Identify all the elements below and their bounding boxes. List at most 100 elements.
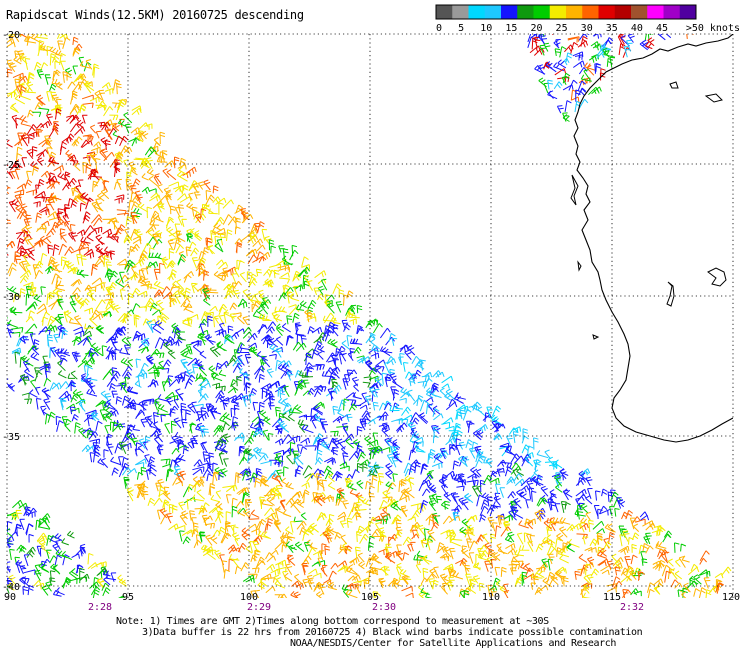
wind-barb: [556, 532, 564, 542]
wind-barb: [588, 55, 597, 63]
wind-barb: [564, 100, 572, 112]
wind-barb: [484, 542, 492, 552]
wind-barb: [174, 185, 185, 193]
wind-barb: [455, 404, 467, 412]
wind-barb: [69, 406, 76, 415]
wind-barb: [537, 64, 545, 75]
wind-barb: [212, 185, 219, 194]
wind-barb: [458, 455, 468, 467]
wind-barb: [218, 306, 227, 315]
wind-barb: [452, 493, 460, 505]
wind-barb: [326, 524, 338, 534]
wind-barb: [127, 359, 133, 368]
wind-barb: [36, 532, 47, 542]
wind-barb: [313, 403, 325, 410]
wind-barb: [183, 303, 193, 311]
wind-barb: [281, 532, 292, 539]
wind-barb: [22, 376, 29, 386]
wind-barb: [87, 429, 93, 439]
wind-barb: [358, 356, 371, 364]
wind-barb: [382, 506, 391, 517]
wind-barb: [335, 498, 343, 506]
wind-barb: [415, 563, 422, 573]
wind-barb: [145, 354, 154, 365]
wind-barb: [242, 470, 251, 481]
wind-barb: [348, 312, 360, 319]
wind-barb: [168, 523, 179, 531]
wind-barb: [202, 466, 213, 478]
wind-barb: [182, 536, 191, 545]
wind-barb: [126, 424, 135, 435]
wind-barb: [239, 445, 245, 454]
wind-barb: [43, 361, 51, 371]
wind-barb: [372, 447, 383, 454]
legend-swatch: [566, 5, 583, 19]
wind-barb: [51, 78, 62, 85]
wind-barb: [511, 501, 517, 514]
wind-barb: [49, 346, 56, 357]
wind-barb: [236, 487, 247, 495]
wind-barb: [284, 369, 293, 377]
wind-barb: [375, 445, 383, 453]
wind-barb: [95, 198, 101, 210]
legend-frame: [435, 4, 697, 20]
wind-barb: [72, 65, 78, 75]
wind-barb: [274, 579, 286, 589]
map-plot-area: [7, 34, 733, 598]
wind-barb: [367, 318, 378, 326]
wind-barb: [57, 360, 66, 372]
wind-barb: [487, 496, 493, 507]
wind-barb: [64, 309, 74, 321]
wind-barb: [259, 292, 269, 304]
wind-barb: [235, 241, 243, 253]
wind-barb: [410, 459, 420, 467]
wind-barb: [577, 568, 586, 575]
wind-barb: [157, 184, 164, 194]
wind-barb: [399, 495, 410, 503]
wind-barb: [124, 427, 133, 437]
wind-barb: [77, 73, 87, 81]
wind-barb: [172, 477, 181, 486]
wind-barb: [127, 399, 137, 407]
wind-barb: [149, 348, 160, 359]
wind-barb: [276, 506, 288, 516]
wind-barb: [56, 221, 66, 228]
wind-barb: [160, 338, 169, 350]
wind-barb: [119, 347, 131, 355]
wind-barb: [281, 477, 289, 486]
wind-barb: [507, 531, 515, 543]
wind-barb: [286, 438, 296, 445]
wind-barb: [532, 476, 544, 486]
wind-barb: [14, 523, 22, 534]
wind-barb: [219, 444, 229, 453]
wind-barb: [326, 526, 334, 536]
wind-barb: [570, 89, 578, 101]
wind-barb: [511, 560, 517, 571]
wind-barb: [492, 467, 505, 475]
wind-barb: [86, 233, 94, 242]
wind-barb: [64, 67, 73, 76]
wind-barb: [349, 318, 357, 325]
wind-barb: [367, 468, 378, 477]
wind-barb: [62, 71, 69, 83]
wind-barb: [306, 316, 317, 322]
wind-barb: [252, 311, 265, 320]
wind-barb: [348, 369, 358, 377]
wind-barb: [207, 245, 214, 255]
wind-barb: [225, 484, 238, 493]
wind-barb: [121, 456, 129, 468]
wind-barb: [156, 203, 164, 213]
wind-barb: [264, 336, 272, 346]
wind-barb: [84, 325, 94, 334]
wind-barb: [9, 286, 20, 296]
wind-barb: [109, 250, 115, 260]
wind-barb: [147, 415, 153, 424]
wind-barb: [328, 376, 336, 384]
wind-barb: [493, 433, 502, 441]
wind-barb: [327, 388, 335, 400]
wind-barb: [189, 423, 195, 434]
wind-barb: [176, 441, 185, 447]
wind-barb: [391, 448, 399, 459]
lon-label: 95: [122, 592, 134, 603]
wind-barb: [469, 579, 476, 590]
